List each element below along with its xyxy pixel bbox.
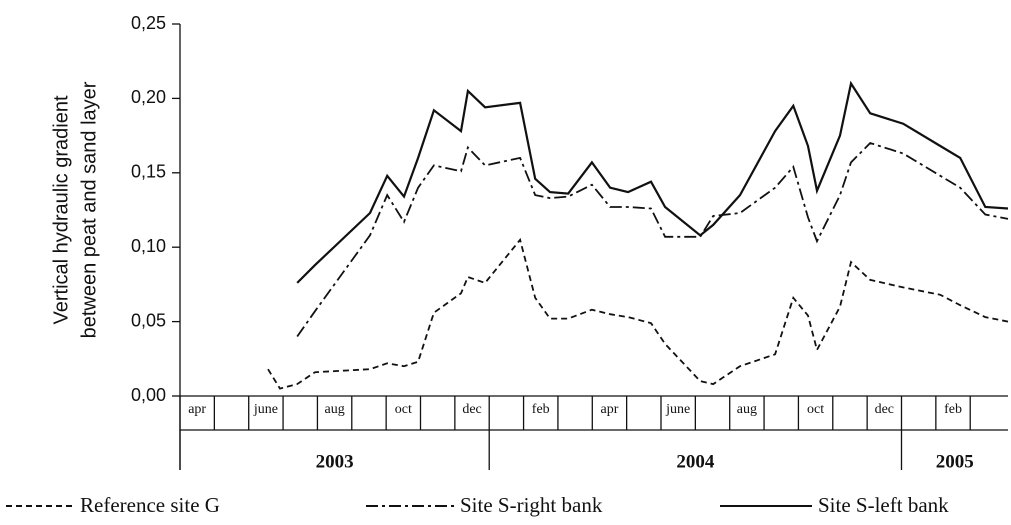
legend-label: Reference site G (80, 493, 220, 517)
month-label: oct (395, 402, 412, 417)
month-label: june (253, 402, 278, 417)
month-label: june (665, 402, 690, 417)
y-label-group: Vertical hydraulic gradient between peat… (50, 81, 100, 338)
y-tick-label: 0,20 (131, 87, 166, 107)
month-label: apr (601, 402, 619, 417)
month-label: aug (324, 402, 344, 417)
month-label: dec (462, 402, 481, 417)
y-axis-label: between peat and sand layer (78, 81, 100, 338)
y-axis-label: Vertical hydraulic gradient (50, 95, 72, 324)
year-label: 2005 (936, 451, 974, 472)
legend-label: Site S-right bank (460, 493, 603, 517)
y-tick-label: 0,10 (131, 236, 166, 256)
month-label: aug (737, 402, 757, 417)
y-tick-label: 0,25 (131, 13, 166, 33)
legend-label: Site S-left bank (818, 493, 949, 517)
month-label: apr (188, 402, 206, 417)
y-tick-label: 0,00 (131, 385, 166, 405)
y-tick-label: 0,15 (131, 162, 166, 182)
month-label: oct (807, 402, 824, 417)
data-line (296, 141, 1009, 338)
y-tick-label: 0,05 (131, 310, 166, 330)
month-label: dec (875, 402, 894, 417)
year-label: 2004 (676, 451, 715, 472)
month-label: feb (532, 402, 550, 417)
data-line (296, 80, 1009, 284)
month-label: feb (944, 402, 962, 417)
year-label: 2003 (316, 451, 354, 472)
data-line (267, 237, 1009, 390)
